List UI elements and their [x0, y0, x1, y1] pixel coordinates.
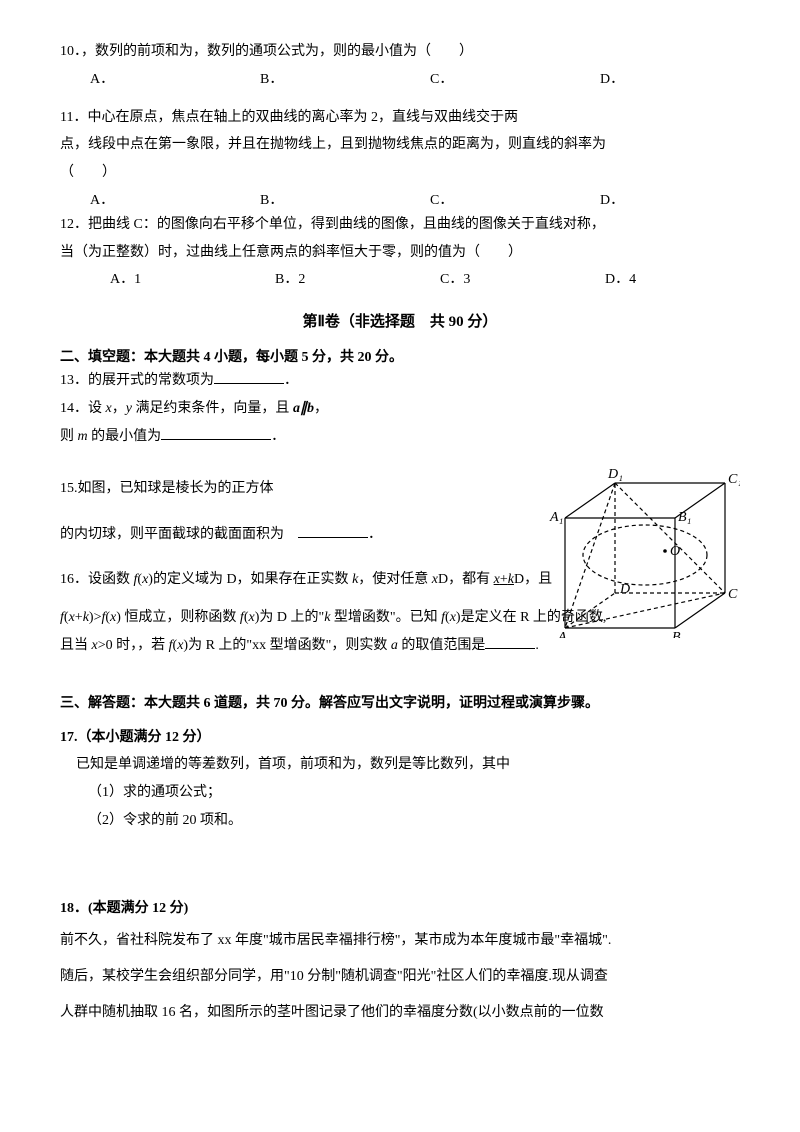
blank [485, 635, 535, 649]
text: 13．的展开式的常数项为 [60, 373, 214, 388]
t: 的最小值为 [88, 429, 162, 444]
question-11-line1: 11．中心在原点，焦点在轴上的双曲线的离心率为 2，直线与双曲线交于两 [60, 106, 740, 130]
period: ． [368, 527, 382, 542]
t: ， [112, 401, 126, 416]
label-A1: A₁ [549, 510, 563, 525]
option-a: A． [60, 68, 230, 92]
t: >0 时，，若 [98, 638, 169, 653]
t: )为 R 上的"xx 型增函数"，则实数 [183, 638, 390, 653]
var-m: m [78, 429, 88, 444]
t: 16．设函数 [60, 572, 134, 587]
option-c: C． [400, 68, 570, 92]
question-17-line1: 已知是单调递增的等差数列，首项，前项和为，数列是等比数列，其中 [60, 753, 740, 777]
t: 的取值范围是 [398, 638, 486, 653]
option-b: B．2 [245, 268, 410, 292]
option-a: A．1 [110, 268, 245, 292]
question-11-options: A． B． C． D． [60, 189, 740, 213]
label-D: D [619, 582, 630, 597]
option-d: D． [570, 189, 740, 213]
question-14-line1: 14．设 x，y 满足约束条件，向量，且 a∥b， [60, 397, 740, 421]
t: + [75, 610, 83, 625]
option-a: A． [60, 189, 230, 213]
question-12-options: A．1 B．2 C．3 D．4 [60, 268, 740, 292]
period: ． [284, 373, 298, 388]
label-O: O [670, 544, 680, 559]
option-d: D．4 [575, 268, 740, 292]
cube-figure: A B C D A₁ B₁ C₁ D₁ O [530, 443, 740, 647]
option-d: D． [570, 68, 740, 92]
question-15-wrap: A B C D A₁ B₁ C₁ D₁ O 15.如图，已知球是棱长为的正方体 … [60, 453, 740, 569]
t: D，都有 [438, 572, 494, 587]
rel: a∥b [293, 401, 314, 416]
t: ， [314, 401, 328, 416]
question-18-title: 18．(本题满分 12 分) [60, 897, 740, 921]
fill-heading: 二、填空题：本大题共 4 小题，每小题 5 分，共 20 分。 [60, 346, 740, 370]
t: )的定义域为 D，如果存在正实数 [148, 572, 352, 587]
t: + [500, 572, 508, 587]
blank [214, 370, 284, 384]
question-11-line2: 点，线段中点在第一象限，并且在抛物线上，且到抛物线焦点的距离为，则直线的斜率为 [60, 133, 740, 157]
question-18-line1: 前不久，省社科院发布了 xx 年度"城市居民幸福排行榜"，某市成为本年度城市最"… [60, 925, 740, 957]
text: 的内切球，则平面截球的截面面积为 [60, 527, 298, 542]
question-17-line3: （2）令求的前 20 项和。 [60, 809, 740, 833]
label-B: B [672, 630, 681, 638]
a: a [391, 638, 398, 653]
option-b: B． [230, 189, 400, 213]
question-18-line3: 人群中随机抽取 16 名，如图所示的茎叶图记录了他们的幸福度分数(以小数点前的一… [60, 997, 740, 1029]
label-A: A [557, 630, 567, 638]
question-13: 13．的展开式的常数项为 ． [60, 369, 740, 393]
label-C1: C₁ [728, 472, 740, 487]
t: 14．设 [60, 401, 106, 416]
label-C: C [728, 587, 738, 602]
blank [298, 524, 368, 538]
t: )> [89, 610, 102, 625]
t: ) 恒成立，则称函数 [116, 610, 240, 625]
period: ． [271, 429, 285, 444]
option-b: B． [230, 68, 400, 92]
question-11-line3: （ ） [60, 161, 740, 185]
label-D1: D₁ [607, 467, 623, 482]
question-10-options: A． B． C． D． [60, 68, 740, 92]
question-18-line2: 随后，某校学生会组织部分同学，用"10 分制"随机调查"阳光"社区人们的幸福度.… [60, 961, 740, 993]
t: 则 [60, 429, 78, 444]
text: 12．把曲线 C：的图像向右平移个单位，得到曲线的图像，且曲线的图像关于直线对称… [60, 217, 605, 232]
solve-heading: 三、解答题：本大题共 6 道题，共 70 分。解答应写出文字说明，证明过程或演算… [60, 692, 740, 716]
option-c: C． [400, 189, 570, 213]
question-10: 10．，数列的前项和为，数列的通项公式为，则的最小值为（ ） [60, 40, 740, 64]
t: 满足约束条件，向量，且 [132, 401, 293, 416]
t: 型增函数"。已知 [330, 610, 441, 625]
t: ，使对任意 [358, 572, 432, 587]
question-12-line2: 当（为正整数）时，过曲线上任意两点的斜率恒大于零，则的值为（ ） [60, 241, 740, 265]
question-12-line1: 12．把曲线 C：的图像向右平移个单位，得到曲线的图像，且曲线的图像关于直线对称… [60, 213, 740, 237]
part2-heading: 第Ⅱ卷（非选择题 共 90 分） [60, 310, 740, 336]
t: 且当 [60, 638, 92, 653]
question-17-title: 17.（本小题满分 12 分） [60, 726, 740, 750]
question-17-line2: （1）求的通项公式； [60, 781, 740, 805]
option-c: C．3 [410, 268, 575, 292]
t: )为 D 上的" [255, 610, 325, 625]
label-B1: B₁ [678, 510, 691, 525]
blank [161, 426, 271, 440]
